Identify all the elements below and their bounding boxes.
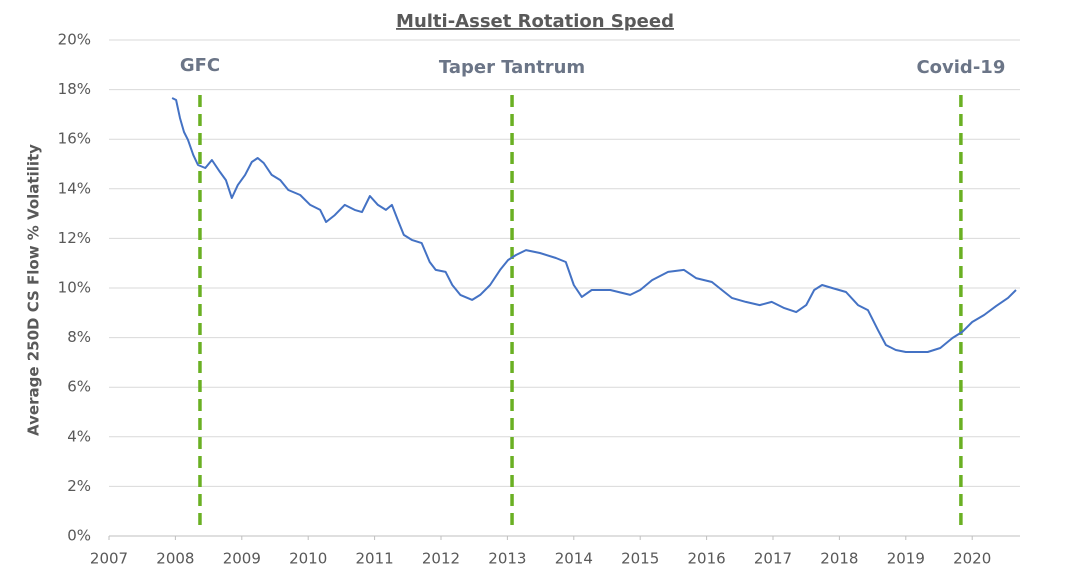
- annotation: GFC: [180, 55, 220, 76]
- y-tick-label: 4%: [67, 427, 91, 445]
- y-tick-label: 8%: [67, 328, 91, 346]
- y-tick-label: 10%: [58, 279, 91, 297]
- annotation: Covid-19: [916, 57, 1005, 78]
- x-tick-label: 2015: [621, 550, 659, 568]
- y-tick-label: 18%: [58, 80, 91, 98]
- y-tick-label: 12%: [58, 229, 91, 247]
- x-tick-label: 2018: [820, 550, 858, 568]
- y-tick-label: 16%: [58, 130, 91, 148]
- x-tick-label: 2012: [422, 550, 460, 568]
- x-tick-label: 2011: [356, 550, 394, 568]
- x-tick-label: 2020: [953, 550, 991, 568]
- x-tick-label: 2019: [887, 550, 925, 568]
- data-line: [171, 97, 1017, 353]
- annotation: Taper Tantrum: [439, 57, 585, 78]
- y-tick-label: 2%: [67, 477, 91, 495]
- y-tick-label: 20%: [58, 31, 91, 49]
- x-tick-label: 2009: [223, 550, 261, 568]
- x-tick-label: 2007: [90, 550, 128, 568]
- x-tick-label: 2010: [289, 550, 327, 568]
- y-tick-label: 14%: [58, 179, 91, 197]
- y-tick-label: 0%: [67, 527, 91, 545]
- y-axis-label: Average 250D CS Flow % Volatility: [25, 144, 43, 436]
- x-tick-label: 2016: [688, 550, 726, 568]
- x-tick-label: 2008: [156, 550, 194, 568]
- x-tick-label: 2017: [754, 550, 792, 568]
- chart-title: Multi-Asset Rotation Speed: [396, 11, 674, 32]
- y-tick-label: 6%: [67, 378, 91, 396]
- x-tick-label: 2014: [555, 550, 593, 568]
- x-tick-label: 2013: [488, 550, 526, 568]
